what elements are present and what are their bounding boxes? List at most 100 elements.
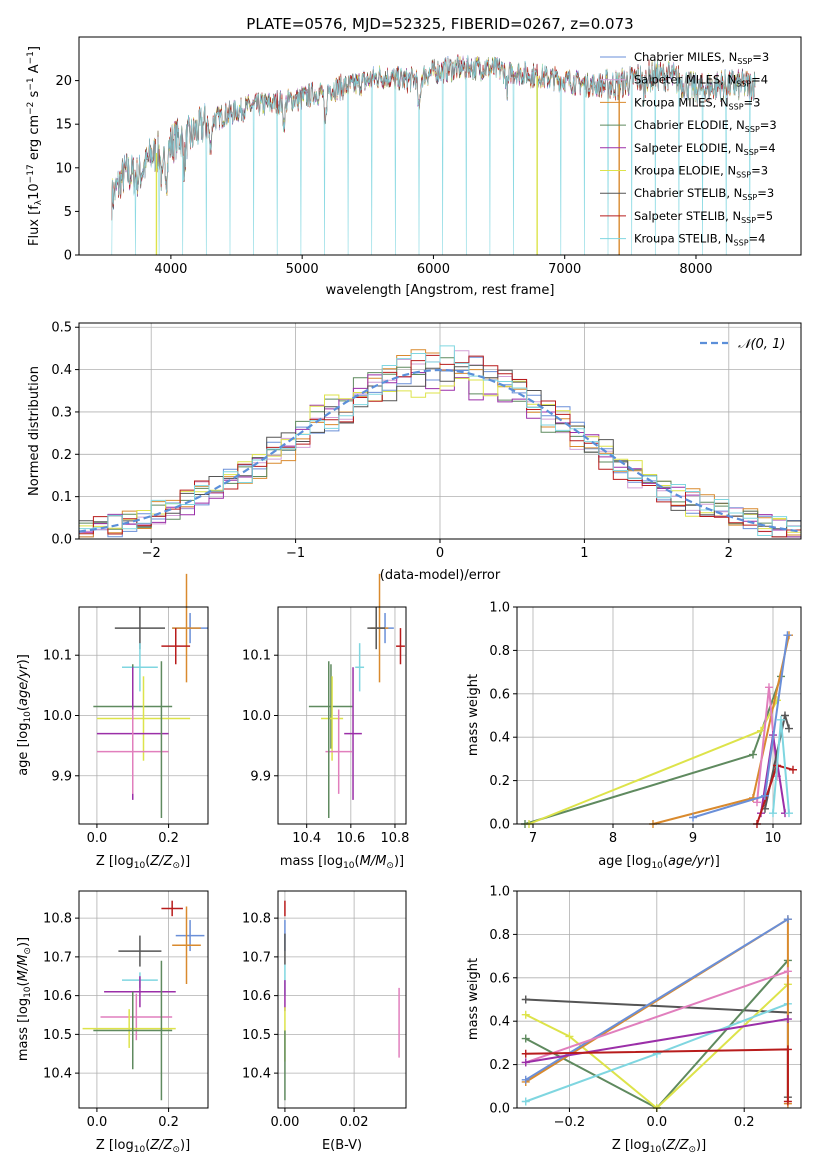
z-weight-axes-frame — [516, 890, 802, 1109]
y-tick-label: 0.4 — [489, 731, 510, 746]
age-weight-axes-frame — [516, 606, 802, 825]
z-mass-ylabel: mass [log10(M/M⊙)] — [16, 937, 33, 1061]
histogram-step — [79, 354, 801, 538]
weight-point-marker — [765, 683, 773, 692]
y-tick-label: 20 — [55, 74, 72, 89]
x-tick-label: −1 — [286, 546, 305, 561]
y-tick-label: 0.2 — [489, 774, 510, 789]
z-weight-xlabel: Z [log10(Z/Z⊙)] — [612, 1138, 706, 1155]
y-tick-label: 0.0 — [489, 1102, 510, 1117]
weight-point-marker — [781, 711, 789, 720]
age-weight-ylabel: mass weight — [466, 674, 481, 756]
z-weight-panel: −0.2 0.0 0.2 0.0 0.2 0.4 0.6 0.8 1.0 Z [log10(Z/… — [466, 885, 802, 1155]
age-weight-panel: 7 8 9 10 0.0 0.2 0.4 0.6 0.8 1.0 age [log10(age/y… — [466, 601, 802, 871]
legend-entry: Kroupa ELODIE, NSSP=3 — [634, 164, 768, 180]
x-tick-label: 10.8 — [380, 831, 409, 846]
x-tick-label: 0.2 — [734, 1115, 755, 1130]
legend-entry: Salpeter ELODIE, NSSP=4 — [634, 141, 776, 157]
y-tick-label: 10.1 — [242, 649, 271, 664]
weight-point-marker — [785, 724, 793, 733]
x-tick-label: −0.2 — [554, 1115, 586, 1130]
spectrum-panel: PLATE=0576, MJD=52325, FIBERID=0267, z=0… — [26, 15, 802, 298]
x-tick-label: 7 — [529, 831, 537, 846]
legend-entry: Chabrier ELODIE, NSSP=3 — [634, 118, 777, 134]
weight-point-marker — [749, 750, 757, 759]
legend-gaussian-label: 𝒩(0, 1) — [738, 337, 785, 352]
y-tick-label: 10.4 — [242, 1067, 271, 1082]
weight-point-marker — [783, 1097, 792, 1106]
weight-point-marker — [785, 809, 793, 818]
mass-age-panel: 10.4 10.6 10.8 9.9 10.0 10.1 mass [log10(M/M⊙… — [242, 573, 409, 871]
y-tick-label: 10.6 — [43, 989, 72, 1004]
y-tick-label: 10.1 — [43, 649, 72, 664]
x-tick-label: 0.0 — [87, 831, 108, 846]
histogram-step — [79, 364, 801, 530]
weight-point-marker — [521, 1075, 530, 1084]
y-tick-label: 10.8 — [43, 912, 72, 927]
weight-point-marker — [783, 915, 792, 924]
weight-point-marker — [521, 1097, 530, 1106]
y-tick-label: 9.9 — [250, 769, 271, 784]
histogram-step — [79, 345, 801, 536]
legend-entry: Chabrier STELIB, NSSP=3 — [634, 186, 774, 202]
spectrum-xlabel: wavelength [Angstrom, rest frame] — [326, 283, 555, 298]
ebv-mass-panel: 0.00 0.02 10.4 10.5 10.6 10.7 10.8 E(B-V) — [242, 890, 407, 1153]
weight-point-marker — [565, 1032, 574, 1041]
weight-point-marker — [783, 967, 792, 976]
y-tick-label: 10.5 — [43, 1028, 72, 1043]
weight-point-marker — [521, 1010, 530, 1019]
weight-line — [528, 699, 778, 825]
z-age-xlabel: Z [log10(Z/Z⊙)] — [96, 854, 190, 871]
spectrum-legend: Chabrier MILES, NSSP=3 Salpeter MILES, NS… — [600, 50, 777, 248]
y-tick-label: 10.8 — [242, 912, 271, 927]
x-tick-label: 6000 — [417, 262, 450, 277]
weight-point-marker — [783, 1015, 792, 1024]
y-tick-label: 15 — [55, 118, 72, 133]
y-tick-label: 10.7 — [43, 950, 72, 965]
x-tick-label: 8 — [609, 831, 617, 846]
y-tick-label: 10 — [55, 161, 72, 176]
y-tick-label: 0.3 — [51, 405, 72, 420]
y-tick-label: 10.0 — [43, 709, 72, 724]
x-tick-label: 0.2 — [158, 831, 179, 846]
weight-point-marker — [783, 631, 792, 640]
y-tick-label: 0.6 — [489, 971, 510, 986]
x-tick-label: 8000 — [679, 262, 712, 277]
x-tick-label: 0.02 — [340, 1115, 369, 1130]
weight-point-marker — [783, 1045, 792, 1054]
weight-point-marker — [521, 1034, 530, 1043]
y-tick-label: 0.5 — [51, 321, 72, 336]
y-tick-label: 1.0 — [489, 885, 510, 900]
y-tick-label: 0.6 — [489, 687, 510, 702]
x-tick-label: 5000 — [286, 262, 319, 277]
histogram-step — [79, 377, 801, 533]
z-mass-xlabel: Z [log10(Z/Z⊙)] — [96, 1138, 190, 1155]
x-tick-label: 7000 — [548, 262, 581, 277]
y-tick-label: 0.2 — [489, 1058, 510, 1073]
weight-point-marker — [521, 1058, 530, 1067]
histogram-ylabel: Normed distribution — [27, 366, 42, 496]
z-mass-panel: 0.0 0.2 10.4 10.5 10.6 10.7 10.8 Z [log10(Z/Z⊙… — [16, 890, 209, 1155]
z-age-ylabel: age [log10(age/yr)] — [16, 654, 33, 776]
histogram-xlabel: (data-model)/error — [380, 568, 501, 583]
x-tick-label: 4000 — [154, 262, 187, 277]
x-tick-label: 2 — [725, 546, 733, 561]
legend-entry: Salpeter MILES, NSSP=4 — [634, 73, 768, 89]
x-tick-label: 0.00 — [270, 1115, 299, 1130]
y-tick-label: 1.0 — [489, 601, 510, 616]
x-tick-label: 0.2 — [158, 1115, 179, 1130]
y-tick-label: 0.8 — [489, 928, 510, 943]
weight-point-marker — [777, 715, 785, 724]
y-tick-label: 0.8 — [489, 644, 510, 659]
x-tick-label: −2 — [142, 546, 161, 561]
z-mass-axes-frame — [78, 890, 209, 1109]
x-tick-label: 0.0 — [646, 1115, 667, 1130]
y-tick-label: 10.5 — [242, 1028, 271, 1043]
y-tick-label: 10.0 — [242, 709, 271, 724]
legend-entry: Kroupa STELIB, NSSP=4 — [634, 232, 765, 248]
y-tick-label: 0.0 — [489, 818, 510, 833]
weight-point-marker — [761, 791, 769, 800]
residual-histogram-panel: −2 −1 0 1 2 0.0 0.1 0.2 0.3 0.4 0.5 (data-model)/e… — [27, 321, 802, 583]
weight-line — [525, 1018, 789, 1064]
